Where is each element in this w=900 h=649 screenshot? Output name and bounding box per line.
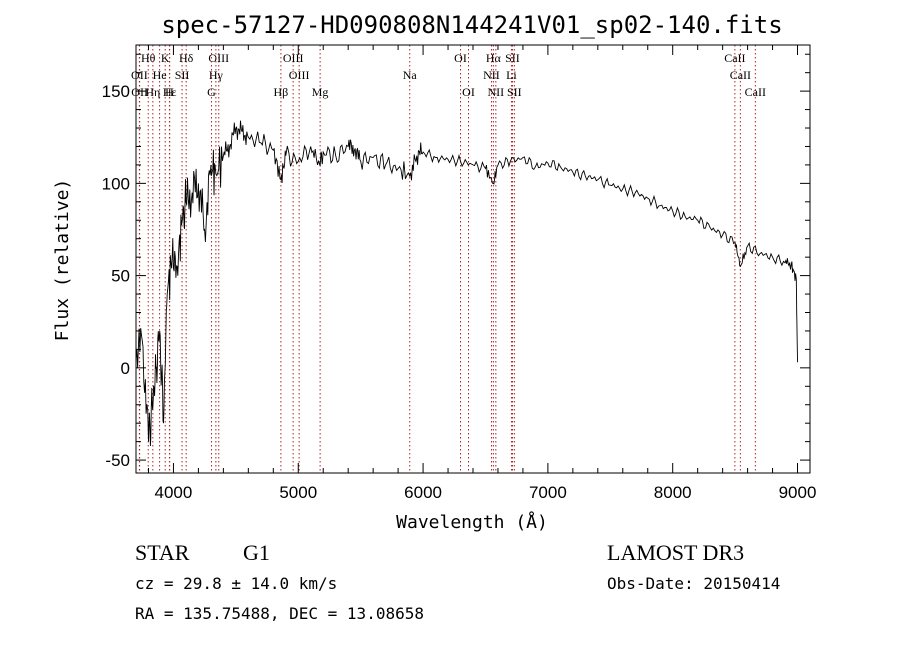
object-class: STAR <box>135 540 190 565</box>
axis-ticks: 4000 5000 6000 7000 8000 9000 -50 0 50 100 150 <box>102 45 817 502</box>
x-axis-label: Wavelength (Å) <box>396 511 548 533</box>
redshift-cz: cz = 29.8 ± 14.0 km/s <box>135 574 337 593</box>
plot-frame <box>135 44 811 474</box>
observation-date: Obs-Date: 20150414 <box>607 574 780 593</box>
y-tick-label-0: -50 <box>105 451 130 470</box>
line-label-4: OIII <box>283 51 304 65</box>
line-label-12: Hγ <box>209 68 224 82</box>
line-label-0: Hθ <box>141 51 156 65</box>
line-label-11: SII <box>175 68 190 82</box>
line-label-18: OII <box>131 85 148 99</box>
y-tick-label-3: 100 <box>102 174 130 193</box>
line-label-15: NII <box>483 68 500 82</box>
line-label-25: OI <box>462 85 475 99</box>
line-label-17: CaII <box>730 68 751 82</box>
line-label-19: Hε <box>163 85 177 99</box>
x-tick-label-4: 8000 <box>654 483 692 502</box>
x-tick-label-5: 9000 <box>779 483 817 502</box>
line-label-10: He <box>153 68 167 82</box>
line-label-13: OIII <box>289 68 310 82</box>
y-tick-label-2: 50 <box>111 267 130 286</box>
line-label-27: SII <box>507 85 522 99</box>
line-label-28: CaII <box>745 85 766 99</box>
line-label-16: Li <box>506 68 517 82</box>
line-label-14: Na <box>403 68 418 82</box>
y-tick-label-4: 150 <box>102 82 130 101</box>
line-label-24: Mg <box>312 85 329 99</box>
y-tick-label-1: 0 <box>121 359 130 378</box>
object-subclass: G1 <box>243 540 270 565</box>
line-label-5: OI <box>454 51 467 65</box>
line-label-2: Hδ <box>179 51 194 65</box>
line-label-1: K <box>161 51 170 65</box>
line-label-7: SII <box>505 51 520 65</box>
line-label-21: H <box>165 85 174 99</box>
spectrum-line <box>135 120 798 447</box>
line-label-22: G <box>207 85 216 99</box>
line-label-23: Hβ <box>274 85 289 99</box>
y-axis-label: Flux (relative) <box>52 179 73 342</box>
x-tick-label-0: 4000 <box>155 483 193 502</box>
line-label-20: Hη <box>145 85 160 99</box>
survey-name: LAMOST DR3 <box>607 540 744 565</box>
x-tick-label-3: 7000 <box>529 483 567 502</box>
line-label-3: OIII <box>208 51 229 65</box>
line-label-26: NII <box>488 85 505 99</box>
x-tick-label-1: 5000 <box>279 483 317 502</box>
line-label-6: Hα <box>486 51 502 65</box>
line-label-9: OII <box>131 68 148 82</box>
chart-title: spec-57127-HD090808N144241V01_sp02-140.f… <box>161 11 782 39</box>
sky-coordinates: RA = 135.75488, DEC = 13.08658 <box>135 604 424 623</box>
spectrum-series <box>135 120 798 447</box>
x-tick-label-2: 6000 <box>404 483 442 502</box>
line-label-8: CaII <box>724 51 745 65</box>
